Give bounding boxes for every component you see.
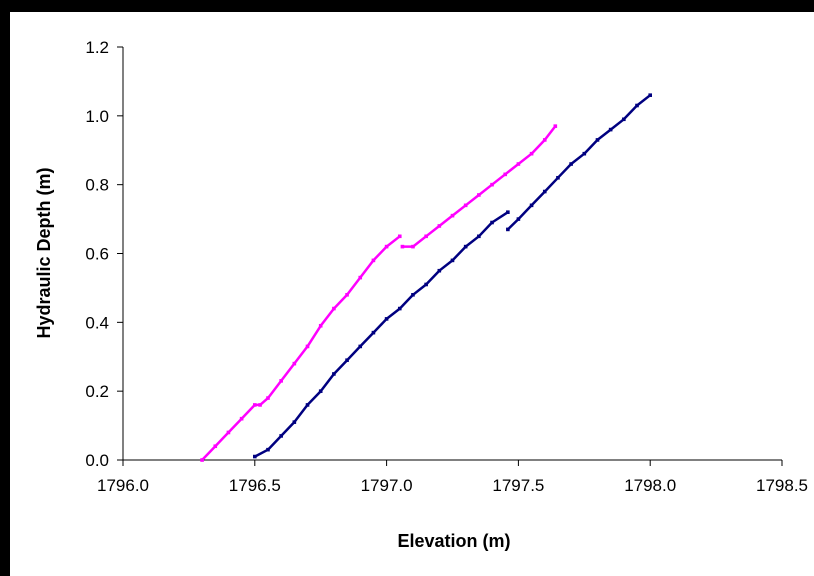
series-2-point xyxy=(345,358,349,362)
series-2-point xyxy=(595,138,600,142)
series-1-point xyxy=(371,258,376,263)
series-2-point xyxy=(635,103,639,108)
y-tick-label: 1.2 xyxy=(85,38,109,57)
series-1-point xyxy=(200,458,204,462)
series-2-point xyxy=(506,227,510,232)
y-axis-title: Hydraulic Depth (m) xyxy=(34,167,54,338)
series-2-point xyxy=(516,217,521,221)
series-1-line-segment-1 xyxy=(201,235,401,461)
series-2-point xyxy=(490,220,494,225)
x-tick-label: 1796.0 xyxy=(97,476,149,495)
series-1-point xyxy=(213,444,218,449)
series-2-point xyxy=(266,447,270,452)
series-1-point xyxy=(553,124,558,128)
series-1-point xyxy=(318,323,323,328)
series-1-point xyxy=(397,234,402,239)
y-tick-label: 1.0 xyxy=(85,107,109,126)
series-2-point xyxy=(384,317,389,321)
series-1-point xyxy=(450,213,455,218)
series-2-point xyxy=(397,306,402,311)
x-tick-label: 1798.0 xyxy=(624,476,676,495)
series-1-point xyxy=(437,224,442,228)
series-1-point xyxy=(258,403,262,407)
chart: 1796.0 1796.5 1797.0 1797.5 1798.0 1798.5 0.0 0… xyxy=(34,38,808,551)
series-2-point xyxy=(556,175,560,180)
series-2-point xyxy=(424,282,428,287)
series-1-point xyxy=(490,182,494,187)
series-1-point xyxy=(292,361,297,366)
series-2-point xyxy=(582,151,587,156)
series-1-point xyxy=(226,430,231,435)
series-2-point xyxy=(506,210,510,214)
plot-area xyxy=(200,93,652,462)
series-1-point xyxy=(411,244,415,249)
series-1-point xyxy=(345,293,349,297)
series-1-point xyxy=(332,306,336,311)
series-1-point xyxy=(463,203,468,208)
series-2-point xyxy=(371,330,376,335)
x-tick-label: 1797.0 xyxy=(361,476,413,495)
series-1-point xyxy=(542,138,547,142)
x-tick-label: 1798.5 xyxy=(756,476,808,495)
series-1-point xyxy=(279,379,283,383)
x-axis-title: Elevation (m) xyxy=(397,531,510,551)
series-2-line-segment-1 xyxy=(254,211,509,458)
y-tick-label: 0.0 xyxy=(85,451,109,470)
series-1-point xyxy=(253,403,257,407)
series-1-point xyxy=(358,275,363,280)
y-tick-label: 0.2 xyxy=(85,382,109,401)
series-1-point xyxy=(424,234,428,239)
series-2-point xyxy=(529,203,534,208)
series-2-point xyxy=(411,293,415,297)
series-1-point xyxy=(503,172,508,177)
series-1-point xyxy=(305,344,310,349)
series-2-point xyxy=(542,189,547,194)
series-1-point xyxy=(477,193,481,197)
series-1-point xyxy=(266,396,270,400)
x-tick-label: 1796.5 xyxy=(229,476,281,495)
series-2-point xyxy=(332,372,336,376)
series-2-point xyxy=(463,244,468,249)
series-2-point xyxy=(279,434,283,438)
series-2-point xyxy=(292,420,297,424)
series-2-point xyxy=(622,117,626,122)
series-1-point xyxy=(384,244,389,249)
series-2-point xyxy=(305,403,310,407)
y-tick-label: 0.4 xyxy=(85,313,109,332)
x-tick-label: 1797.5 xyxy=(492,476,544,495)
series-1-point xyxy=(529,151,534,156)
series-2-point xyxy=(648,93,652,97)
series-2-point xyxy=(437,268,442,273)
series-1-point xyxy=(400,244,405,249)
y-tick-label: 0.6 xyxy=(85,245,109,264)
series-1-point xyxy=(239,416,244,421)
series-2-point xyxy=(450,258,455,263)
series-2-point xyxy=(608,127,613,132)
chart-panel: 1796.0 1796.5 1797.0 1797.5 1798.0 1798.5 0.0 0… xyxy=(10,12,814,576)
series-2-point xyxy=(477,234,481,239)
series-2-line-segment-2 xyxy=(507,94,651,231)
series-2-point xyxy=(318,389,323,393)
y-tick-label: 0.8 xyxy=(85,176,109,195)
series-1-line-segment-2 xyxy=(402,125,557,248)
series-2-point xyxy=(358,344,363,349)
series-1-point xyxy=(516,162,521,166)
axis-ticks: 1796.0 1796.5 1797.0 1797.5 1798.0 1798.5 0.0 0… xyxy=(85,38,808,495)
series-2-point xyxy=(253,454,257,459)
series-2-point xyxy=(569,162,573,166)
